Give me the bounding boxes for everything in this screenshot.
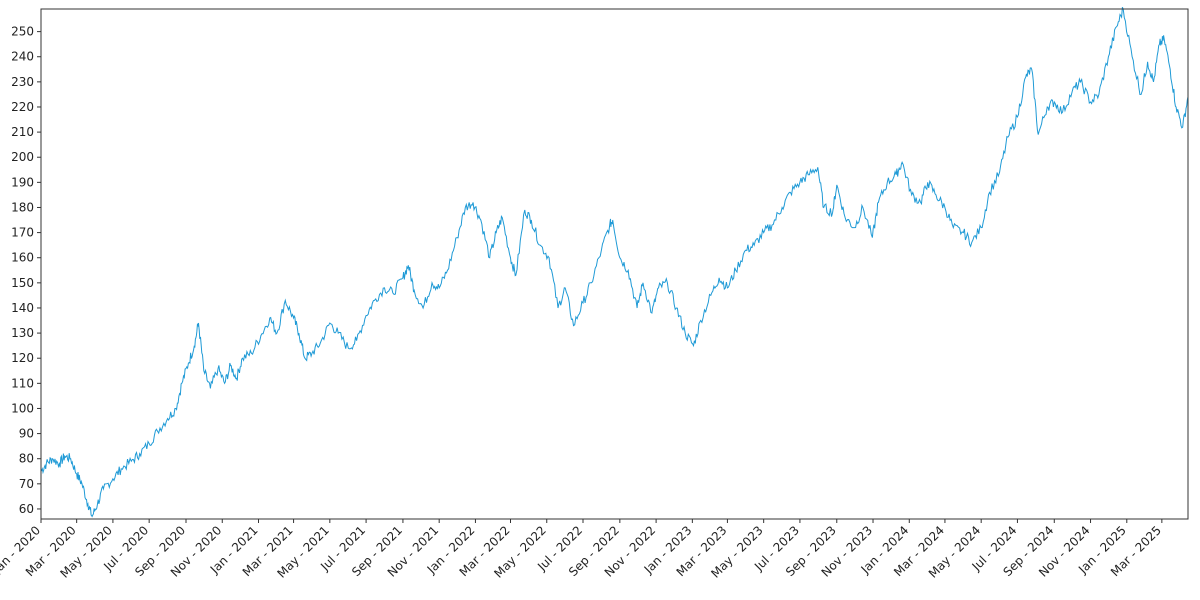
y-tick-label: 170 — [11, 226, 34, 240]
y-tick-label: 120 — [11, 351, 34, 365]
y-tick-label: 230 — [11, 75, 34, 89]
plot-frame — [40, 8, 1189, 520]
y-tick-label: 250 — [11, 25, 34, 39]
y-tick-label: 80 — [19, 452, 34, 466]
y-tick-label: 100 — [11, 401, 34, 415]
price-series-line — [40, 6, 1189, 518]
y-tick-label: 90 — [19, 427, 34, 441]
y-tick-label: 220 — [11, 100, 34, 114]
y-tick-label: 130 — [11, 326, 34, 340]
y-tick-label: 200 — [11, 150, 34, 164]
y-tick-label: 70 — [19, 477, 34, 491]
y-tick-label: 240 — [11, 50, 34, 64]
y-tick-label: 180 — [11, 200, 34, 214]
y-axis-ticks: 60 70 80 90 100 110 120 130 140 150 160 170 180 190 20… — [11, 25, 41, 516]
y-tick-label: 190 — [11, 175, 34, 189]
y-tick-label: 140 — [11, 301, 34, 315]
y-tick-label: 210 — [11, 125, 34, 139]
y-tick-label: 160 — [11, 251, 34, 265]
y-tick-label: 150 — [11, 276, 34, 290]
y-tick-label: 110 — [11, 376, 34, 390]
y-tick-label: 60 — [19, 502, 34, 516]
